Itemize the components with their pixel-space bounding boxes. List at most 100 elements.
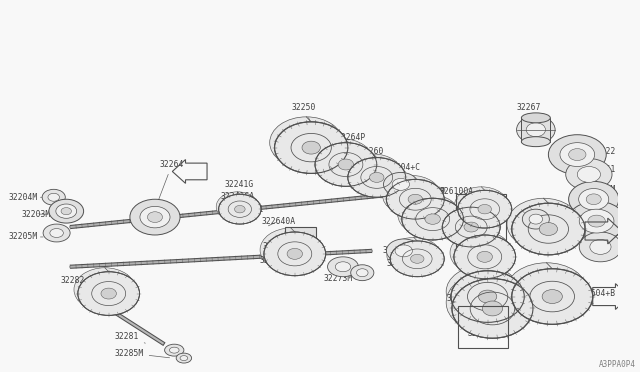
Ellipse shape [392,179,410,190]
Text: 32351: 32351 [591,165,616,174]
Ellipse shape [78,272,140,315]
Ellipse shape [568,201,625,241]
Ellipse shape [61,208,72,215]
Text: 32608+A: 32608+A [454,254,488,263]
Ellipse shape [328,257,358,277]
Ellipse shape [348,158,406,197]
Text: 32138MA: 32138MA [582,210,616,219]
Ellipse shape [74,268,136,311]
Ellipse shape [590,240,611,254]
Ellipse shape [101,288,116,299]
Ellipse shape [579,189,609,210]
FancyBboxPatch shape [522,118,550,142]
Ellipse shape [566,158,612,190]
Text: 322640A: 322640A [261,217,295,226]
Ellipse shape [458,190,512,228]
Text: 32610QA: 32610QA [440,187,474,199]
Text: 32200M: 32200M [263,241,298,251]
Ellipse shape [542,289,563,304]
Ellipse shape [526,123,545,137]
Ellipse shape [335,262,351,272]
Text: 32285M: 32285M [115,349,170,358]
Text: 32204M: 32204M [8,193,42,202]
Text: 32250: 32250 [292,103,316,125]
Ellipse shape [442,207,500,247]
Text: 32264: 32264 [158,160,184,202]
FancyBboxPatch shape [285,227,316,255]
Ellipse shape [512,203,585,255]
Ellipse shape [269,117,343,169]
Ellipse shape [387,179,444,219]
Text: 32241: 32241 [240,205,264,221]
Ellipse shape [311,139,373,182]
Text: 32264P: 32264P [336,133,365,149]
Ellipse shape [522,137,550,147]
Ellipse shape [588,215,605,227]
Ellipse shape [302,141,321,154]
Ellipse shape [387,237,441,273]
Text: 32273M: 32273M [324,271,353,283]
Ellipse shape [568,182,619,217]
Ellipse shape [48,193,60,201]
Ellipse shape [425,214,440,224]
Ellipse shape [477,251,492,262]
Ellipse shape [398,194,460,236]
Ellipse shape [344,154,403,194]
Text: 32600: 32600 [467,329,492,338]
Ellipse shape [548,135,606,174]
Text: 32602+B: 32602+B [396,195,430,204]
Text: 32241G: 32241G [225,180,253,202]
Ellipse shape [579,209,614,233]
Text: 32604+B: 32604+B [582,289,616,298]
Text: 32608+B: 32608+B [452,207,486,216]
Ellipse shape [446,266,520,317]
Ellipse shape [408,194,422,204]
Ellipse shape [315,142,377,186]
Text: 32205M: 32205M [8,232,43,241]
Ellipse shape [451,271,524,323]
Ellipse shape [369,173,384,182]
Ellipse shape [579,232,621,262]
Ellipse shape [560,142,595,167]
Ellipse shape [452,279,533,338]
Text: 32203M: 32203M [22,210,51,219]
Text: A3PPA0P4: A3PPA0P4 [598,360,636,369]
Text: 32241GA: 32241GA [221,192,255,209]
Ellipse shape [56,204,77,218]
Ellipse shape [479,290,497,303]
Ellipse shape [568,149,586,161]
Ellipse shape [351,265,374,280]
Ellipse shape [454,235,516,279]
Text: 32281: 32281 [115,332,145,343]
Text: 32222: 32222 [591,147,616,156]
Ellipse shape [446,273,527,332]
Ellipse shape [176,353,191,363]
Text: 32604+C: 32604+C [387,163,420,177]
Ellipse shape [130,199,180,235]
Ellipse shape [356,269,368,277]
Text: 32282: 32282 [60,276,93,288]
Ellipse shape [483,301,502,316]
Ellipse shape [438,203,496,243]
Ellipse shape [387,239,421,263]
Ellipse shape [540,222,557,235]
Ellipse shape [402,198,463,240]
Text: 32260: 32260 [360,147,384,163]
Ellipse shape [260,228,322,272]
Ellipse shape [140,206,170,228]
Text: 32602+B: 32602+B [402,213,436,222]
Text: 32267: 32267 [516,103,541,120]
Ellipse shape [478,205,492,214]
Ellipse shape [395,245,412,257]
Ellipse shape [180,356,188,360]
Text: 32138M: 32138M [587,232,616,247]
Ellipse shape [450,231,512,275]
Ellipse shape [516,116,555,144]
Ellipse shape [164,344,184,356]
Ellipse shape [512,269,593,324]
Ellipse shape [506,263,587,318]
Text: 32230: 32230 [259,256,284,265]
Ellipse shape [410,254,424,263]
Ellipse shape [264,232,326,276]
Ellipse shape [464,222,479,232]
